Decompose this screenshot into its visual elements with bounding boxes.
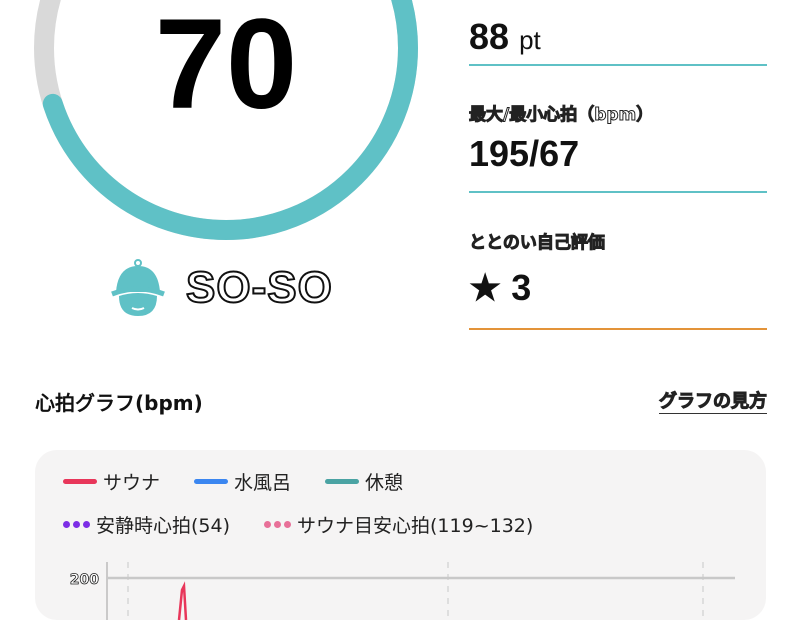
series-line-sauna xyxy=(177,581,188,620)
self-rating-label: ととのい自己評価 xyxy=(469,233,606,254)
legend-row-2: 安静時心拍(54) サウナ目安心拍(119~132) xyxy=(63,511,533,538)
score-ring-progress xyxy=(34,0,418,240)
divider xyxy=(469,64,767,66)
heart-rate-value: 195/67 xyxy=(469,133,580,174)
status-label: SO-SO xyxy=(185,262,333,313)
stat-heart-rate: 最大/最小心拍（bpm） 195/67 xyxy=(469,100,767,194)
legend-rest: 休憩 xyxy=(325,468,403,495)
legend-sauna: サウナ xyxy=(63,468,160,495)
points-unit: pt xyxy=(519,25,541,55)
sauna-hat-face-icon xyxy=(111,259,165,316)
heart-rate-chart: 200 xyxy=(69,562,735,620)
divider xyxy=(469,328,767,330)
legend-row-1: サウナ 水風呂 休憩 xyxy=(63,468,403,495)
divider xyxy=(469,191,767,193)
stat-points: 88 pt xyxy=(469,10,767,66)
y-tick-label: 200 xyxy=(70,572,99,588)
score-value: 70 xyxy=(154,0,298,136)
points-value: 88 xyxy=(469,16,510,57)
stat-self-rating: ととのい自己評価 ★ 3 xyxy=(469,228,767,332)
legend-resting-hr: 安静時心拍(54) xyxy=(63,511,230,538)
heart-rate-graph-title: 心拍グラフ(bpm) xyxy=(35,391,203,415)
legend-cold-bath: 水風呂 xyxy=(194,468,291,495)
graph-help-link[interactable]: グラフの見方 xyxy=(659,387,768,414)
self-rating-value: ★ 3 xyxy=(469,267,532,308)
heart-rate-label: 最大/最小心拍（bpm） xyxy=(469,105,654,126)
legend-sauna-target-hr: サウナ目安心拍(119~132) xyxy=(264,511,533,538)
heart-rate-chart-card: サウナ 水風呂 休憩 安静時心拍(54) サウナ目安心拍(119~132) 20… xyxy=(35,450,766,620)
score-ring xyxy=(34,0,418,240)
status: SO-SO xyxy=(110,258,333,318)
